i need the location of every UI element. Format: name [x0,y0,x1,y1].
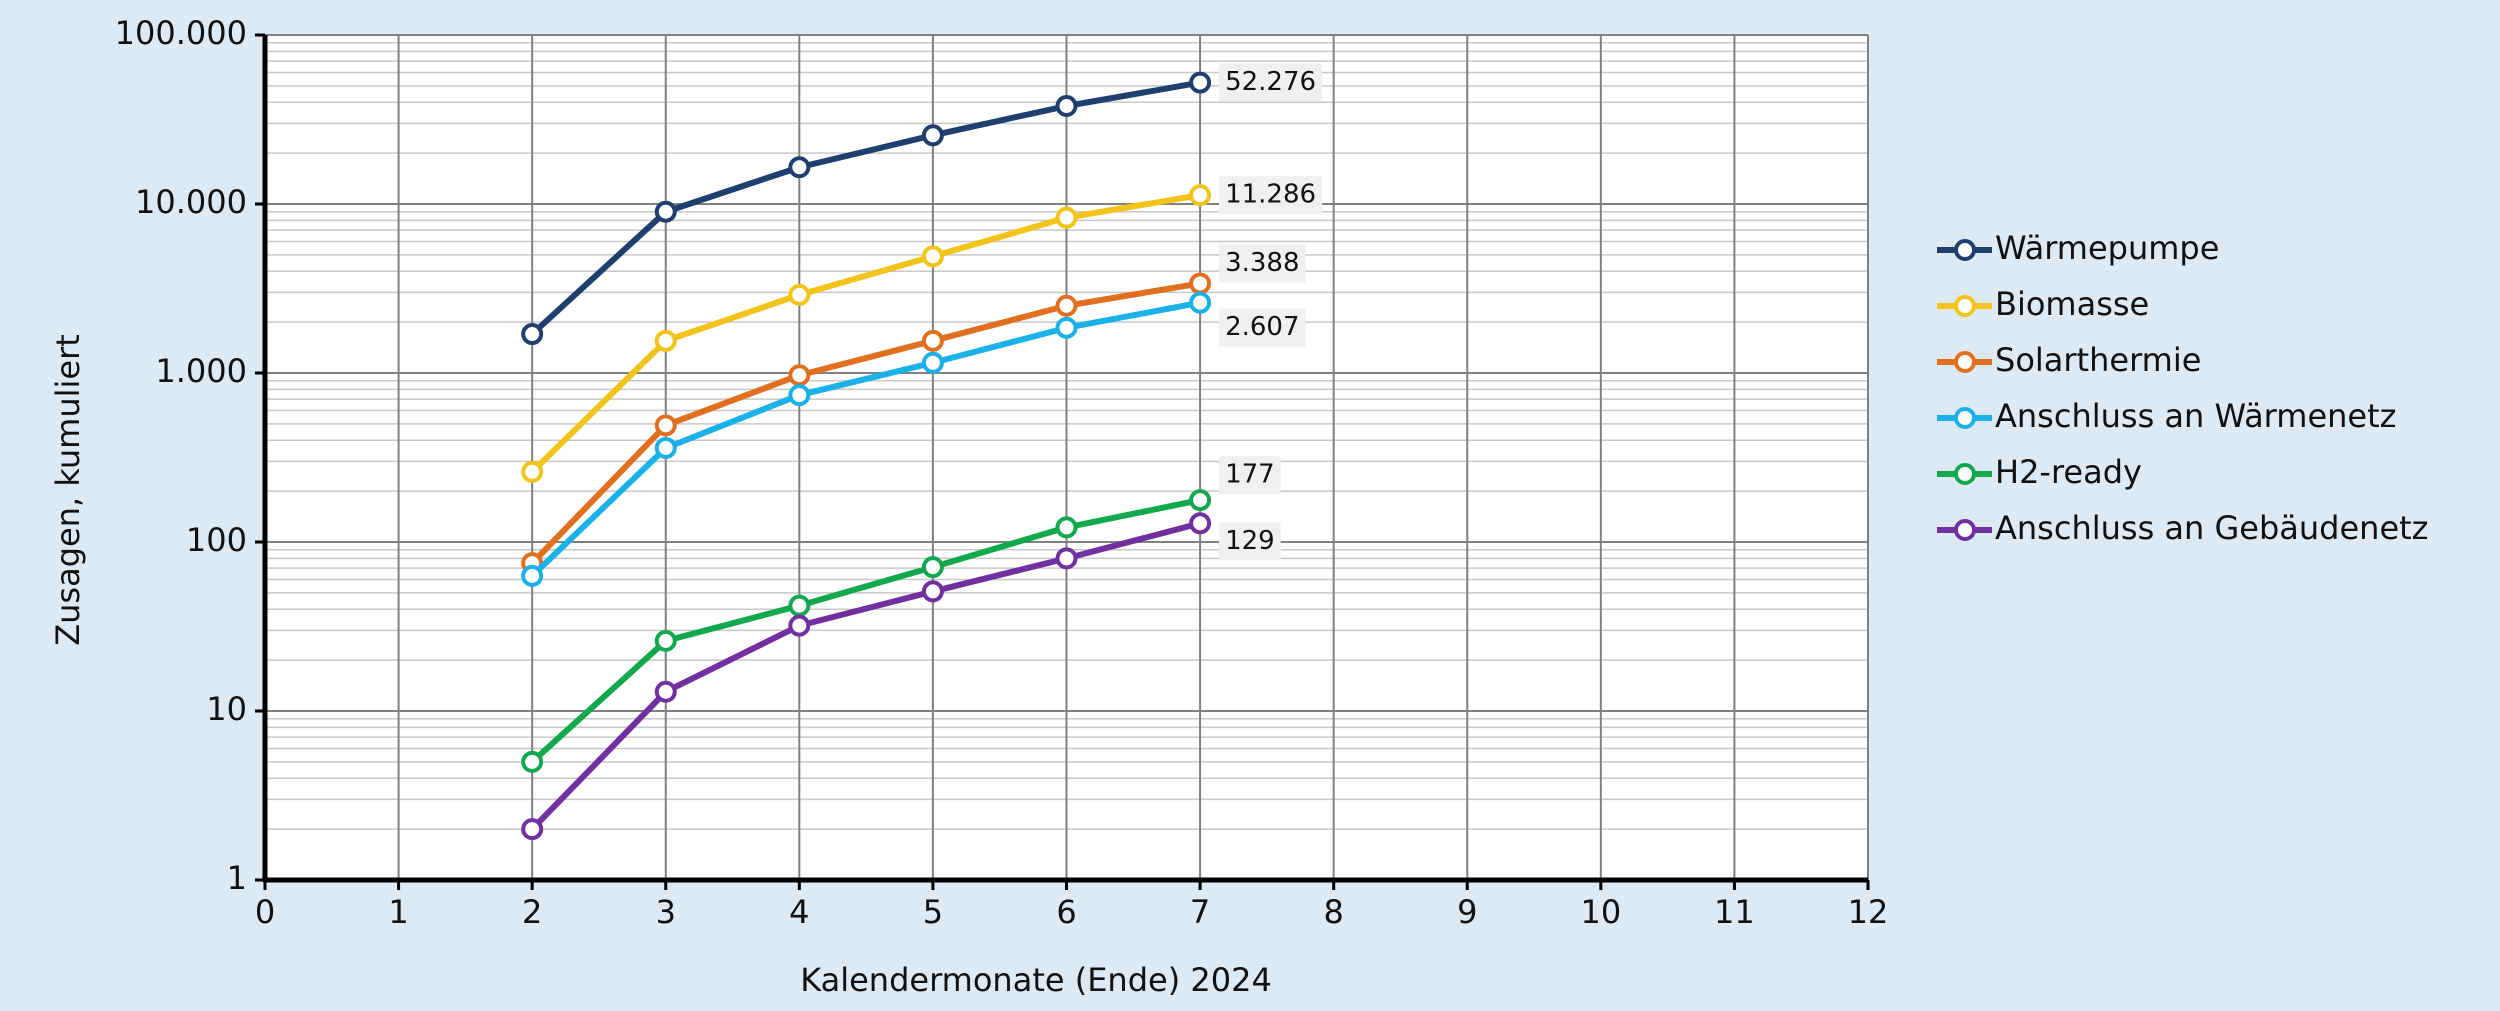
marker [521,818,544,841]
legend-marker [1954,239,1976,261]
legend-marker [1954,519,1976,541]
x-tick-label: 2 [522,893,542,931]
marker [921,351,944,374]
marker [1189,489,1212,512]
x-tick-label: 3 [656,893,676,931]
marker [654,329,677,352]
x-tick-label: 5 [923,893,943,931]
marker [788,156,811,179]
marker [788,594,811,617]
x-tick-label: 4 [789,893,809,931]
marker [1055,95,1078,118]
x-tick-label: 1 [388,893,408,931]
y-tick-label: 10.000 [135,183,247,221]
x-tick-label: 8 [1323,893,1343,931]
legend-label: Wärmepumpe [1995,229,2219,267]
value-label-bg [1219,456,1281,495]
value-label-bg [1219,176,1323,215]
series-line [530,299,1201,579]
marker [1189,291,1212,314]
marker [921,124,944,147]
value-label: 11.286 [1225,180,1316,210]
legend-marker [1954,407,1976,429]
x-tick-label: 7 [1190,893,1210,931]
marker [921,556,944,579]
legend-marker [1954,463,1976,485]
y-tick-label: 10 [206,690,247,728]
marker [1055,316,1078,339]
value-label: 2.607 [1225,312,1299,342]
x-axis-label: Kalendermonate (Ende) 2024 [800,961,1272,999]
marker [1189,512,1212,535]
marker [1055,516,1078,539]
marker [788,283,811,306]
value-label-bg [1219,522,1281,561]
series-line [530,520,1201,832]
marker [921,580,944,603]
marker [788,384,811,407]
marker [1055,206,1078,229]
marker [921,329,944,352]
series-line [530,79,1201,337]
y-axis-label: Zusagen, kumuliert [49,334,87,646]
legend-label: Biomasse [1995,285,2149,323]
value-label: 177 [1225,460,1275,490]
marker [1189,71,1212,94]
marker [654,436,677,459]
marker [654,414,677,437]
marker [1055,294,1078,317]
series-line [530,280,1201,566]
y-tick-label: 100 [186,521,247,559]
value-label: 3.388 [1225,248,1299,278]
legend-label: H2-ready [1995,453,2142,491]
y-tick-label: 100.000 [115,14,247,52]
x-tick-label: 9 [1457,893,1477,931]
legend-marker [1954,351,1976,373]
marker [1189,272,1212,295]
marker [521,323,544,346]
value-label: 129 [1225,526,1275,556]
x-tick-label: 6 [1056,893,1076,931]
marker [521,750,544,773]
marker [654,629,677,652]
legend-marker [1954,295,1976,317]
legend-label: Anschluss an Gebäudenetz [1995,509,2428,547]
marker [521,460,544,483]
series-line [530,497,1201,765]
x-tick-label: 12 [1848,893,1889,931]
marker [1189,184,1212,207]
marker [788,364,811,387]
x-tick-label: 10 [1580,893,1621,931]
marker [921,245,944,268]
y-tick-label: 1.000 [155,352,247,390]
marker [654,200,677,223]
value-label: 52.276 [1225,67,1316,97]
marker [788,614,811,637]
legend-label: Anschluss an Wärmenetz [1995,397,2396,435]
x-tick-label: 11 [1714,893,1755,931]
marker [654,680,677,703]
value-label-bg [1219,63,1323,102]
series-line [530,192,1201,475]
value-label-bg [1219,308,1306,347]
marker [521,564,544,587]
marker [1055,547,1078,570]
value-label-bg [1219,244,1306,283]
y-tick-label: 1 [227,859,247,897]
legend-label: Solarthermie [1995,341,2201,379]
x-tick-label: 0 [255,893,275,931]
